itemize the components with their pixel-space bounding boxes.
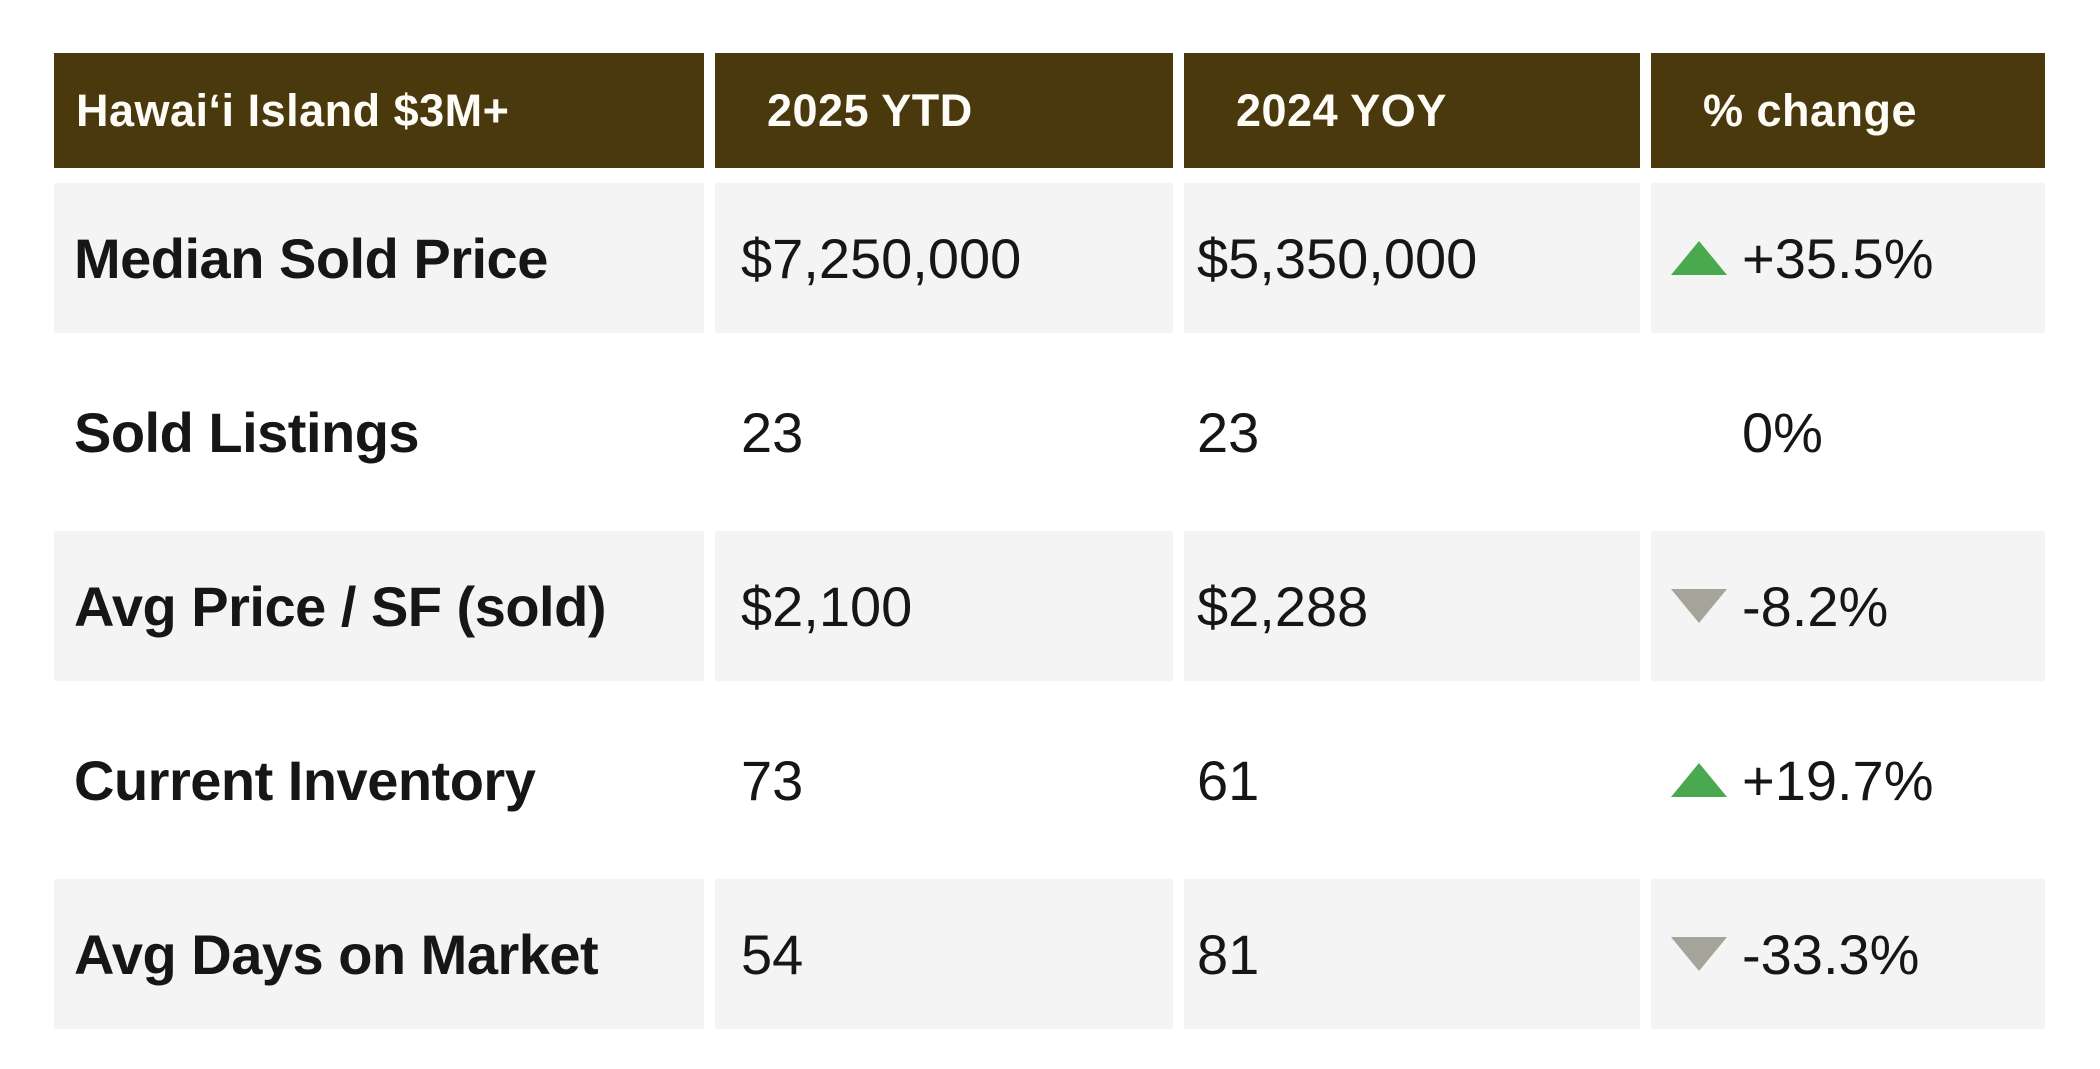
value-2024-yoy: 81 [1184,879,1640,1029]
table-row-current-inventory: Current Inventory 73 61 +19.7% [54,705,2045,855]
row-label-text: Avg Price / SF (sold) [74,574,606,638]
value-text: $7,250,000 [741,226,1022,290]
value-2024-yoy: $5,350,000 [1184,183,1640,333]
table-row-avg-days-on-market: Avg Days on Market 54 81 -33.3% [54,879,2045,1029]
value-text: 81 [1197,922,1260,986]
value-2025-ytd: $2,100 [715,531,1173,681]
value-2025-ytd: 23 [715,357,1173,507]
value-text: 23 [741,400,804,464]
change-cell: +19.7% [1651,705,2045,855]
change-value: +19.7% [1742,748,1934,812]
trend-up-icon [1671,763,1727,797]
table-row-sold-listings: Sold Listings 23 23 0% [54,357,2045,507]
change-value: -33.3% [1742,922,1920,986]
value-2025-ytd: $7,250,000 [715,183,1173,333]
value-text: $5,350,000 [1197,226,1478,290]
change-cell: +35.5% [1651,183,2045,333]
table-row-median-sold-price: Median Sold Price $7,250,000 $5,350,000 … [54,183,2045,333]
value-text: $2,288 [1197,574,1369,638]
row-label: Median Sold Price [54,183,704,333]
column-header-metric: Hawaiʻi Island $3M+ [54,53,704,168]
change-cell: -33.3% [1651,879,2045,1029]
change-cell: -8.2% [1651,531,2045,681]
column-header-2024-yoy: 2024 YOY [1184,53,1640,168]
value-2024-yoy: 61 [1184,705,1640,855]
trend-down-icon [1671,937,1727,971]
column-header-label: 2025 YTD [767,84,973,136]
change-value: 0% [1742,400,1823,464]
trend-down-icon [1671,589,1727,623]
stats-table: Hawaiʻi Island $3M+ 2025 YTD 2024 YOY % … [54,53,2045,1029]
value-2024-yoy: 23 [1184,357,1640,507]
column-header-label: 2024 YOY [1236,84,1447,136]
row-label: Avg Days on Market [54,879,704,1029]
column-header-label: % change [1703,84,1918,136]
row-label-text: Sold Listings [74,400,420,464]
row-label-text: Avg Days on Market [74,922,599,986]
table-row-avg-price-sf: Avg Price / SF (sold) $2,100 $2,288 -8.2… [54,531,2045,681]
value-2025-ytd: 54 [715,879,1173,1029]
table-header-row: Hawaiʻi Island $3M+ 2025 YTD 2024 YOY % … [54,53,2045,168]
row-label: Avg Price / SF (sold) [54,531,704,681]
value-2024-yoy: $2,288 [1184,531,1640,681]
trend-up-icon [1671,241,1727,275]
column-header-2025-ytd: 2025 YTD [715,53,1173,168]
row-label: Current Inventory [54,705,704,855]
change-cell: 0% [1651,357,2045,507]
value-2025-ytd: 73 [715,705,1173,855]
table-body: Median Sold Price $7,250,000 $5,350,000 … [54,183,2045,1029]
row-label: Sold Listings [54,357,704,507]
row-label-text: Median Sold Price [74,226,548,290]
change-value: +35.5% [1742,226,1934,290]
column-header-pct-change: % change [1651,53,2045,168]
column-header-label: Hawaiʻi Island $3M+ [76,84,510,136]
value-text: 61 [1197,748,1260,812]
value-text: 54 [741,922,804,986]
value-text: 23 [1197,400,1260,464]
value-text: 73 [741,748,804,812]
value-text: $2,100 [741,574,913,638]
row-label-text: Current Inventory [74,748,536,812]
change-value: -8.2% [1742,574,1889,638]
